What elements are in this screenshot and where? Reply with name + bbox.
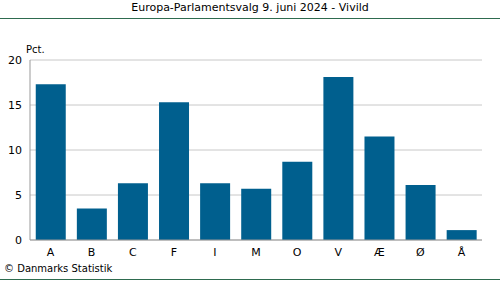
- svg-text:15: 15: [8, 99, 22, 112]
- svg-text:5: 5: [15, 189, 22, 202]
- svg-text:O: O: [293, 246, 302, 259]
- svg-text:20: 20: [8, 54, 22, 67]
- svg-text:V: V: [334, 246, 342, 259]
- svg-text:F: F: [171, 246, 177, 259]
- svg-text:10: 10: [8, 144, 22, 157]
- svg-text:0: 0: [15, 234, 22, 247]
- svg-text:Ø: Ø: [416, 246, 425, 259]
- svg-text:I: I: [213, 246, 216, 259]
- svg-text:A: A: [47, 246, 55, 259]
- svg-text:Æ: Æ: [374, 246, 385, 259]
- svg-text:M: M: [251, 246, 261, 259]
- svg-text:C: C: [129, 246, 137, 259]
- svg-text:B: B: [88, 246, 96, 259]
- html-text:Pct.: Pct.: [26, 44, 45, 55]
- html-text:Europa-Parlamentsvalg 9. juni: Europa-Parlamentsvalg 9. juni 2024 - Viv…: [131, 1, 369, 14]
- html-text:© Danmarks Statistik: © Danmarks Statistik: [4, 263, 113, 274]
- svg-text:Å: Å: [458, 246, 466, 259]
